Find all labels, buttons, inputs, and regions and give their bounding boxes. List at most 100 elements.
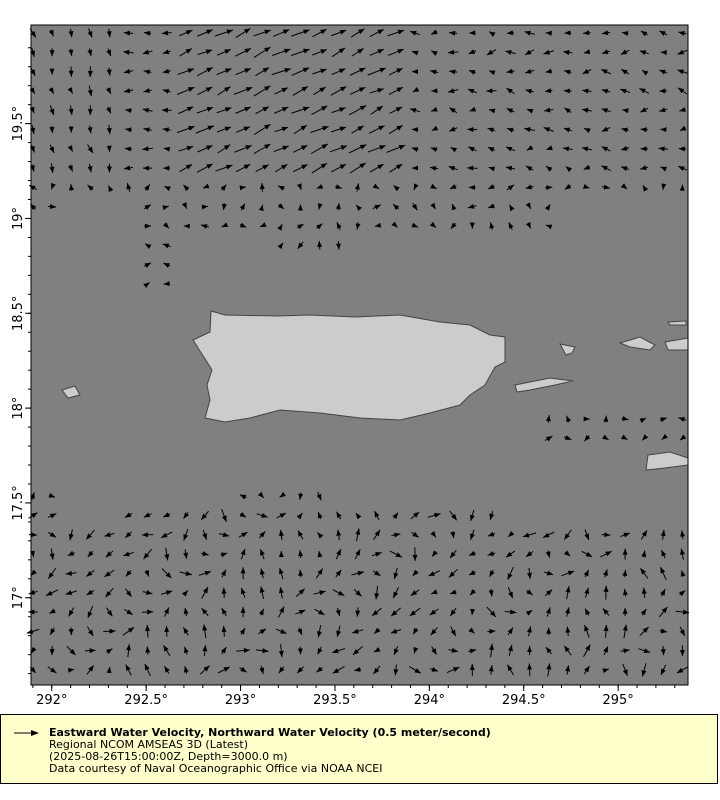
velocity-arrow: [390, 628, 402, 634]
velocity-arrow: [274, 106, 289, 114]
velocity-arrow: [370, 105, 384, 115]
velocity-arrow: [372, 183, 380, 190]
velocity-arrow: [235, 126, 251, 133]
velocity-arrow: [487, 146, 496, 152]
velocity-arrow: [253, 143, 271, 155]
velocity-arrow: [526, 589, 533, 596]
velocity-arrow: [298, 492, 304, 500]
velocity-arrow: [524, 68, 535, 74]
velocity-arrow: [489, 643, 494, 658]
velocity-arrow: [197, 145, 213, 153]
velocity-arrow: [298, 550, 304, 559]
velocity-arrow: [411, 165, 419, 171]
velocity-arrow: [87, 163, 93, 173]
velocity-arrow: [105, 648, 113, 655]
velocity-arrow: [506, 87, 515, 95]
velocity-arrow: [220, 184, 227, 191]
velocity-arrow: [563, 127, 573, 133]
velocity-arrow: [409, 607, 421, 617]
velocity-arrow: [429, 608, 439, 616]
velocity-arrow: [603, 624, 609, 638]
velocity-arrow: [582, 88, 592, 94]
velocity-arrow: [202, 645, 208, 657]
velocity-arrow: [49, 68, 55, 75]
velocity-arrow: [468, 627, 475, 634]
velocity-arrow: [620, 88, 631, 94]
velocity-arrow: [525, 184, 534, 190]
velocity-arrow: [196, 29, 213, 37]
velocity-arrow: [184, 646, 189, 655]
land-puerto-rico: [192, 310, 506, 423]
velocity-arrow: [469, 664, 475, 676]
velocity-arrow: [467, 88, 477, 94]
velocity-arrow: [179, 571, 193, 576]
velocity-arrow: [258, 608, 265, 616]
x-tick-label: 294.5°: [502, 693, 546, 708]
velocity-arrow: [106, 106, 112, 114]
velocity-arrow: [87, 550, 94, 558]
velocity-arrow: [676, 666, 689, 674]
velocity-arrow: [257, 491, 265, 499]
velocity-arrow: [413, 647, 419, 654]
velocity-arrow: [621, 31, 629, 36]
legend-title: Eastward Water Velocity, Northward Water…: [49, 726, 491, 739]
velocity-arrow: [563, 50, 573, 55]
velocity-arrow: [295, 609, 306, 615]
velocity-arrow: [508, 204, 515, 212]
velocity-arrow: [680, 570, 686, 577]
velocity-arrow: [392, 512, 399, 519]
velocity-arrow: [336, 511, 342, 520]
velocity-arrow: [68, 126, 74, 133]
velocity-arrow: [336, 222, 342, 230]
velocity-arrow: [348, 105, 367, 116]
velocity-arrow: [526, 108, 534, 114]
velocity-arrow: [49, 48, 55, 57]
velocity-arrow: [526, 626, 532, 637]
velocity-arrow: [68, 607, 75, 617]
velocity-arrow: [545, 68, 552, 74]
velocity-arrow: [48, 29, 54, 37]
velocity-arrow: [163, 644, 171, 657]
velocity-arrow: [49, 163, 55, 174]
velocity-arrow: [352, 628, 364, 634]
velocity-arrow: [67, 87, 74, 94]
velocity-arrow: [393, 567, 399, 580]
velocity-arrow: [564, 30, 572, 36]
velocity-arrow: [216, 107, 232, 114]
velocity-arrow: [125, 588, 132, 598]
velocity-arrow: [678, 30, 687, 36]
velocity-arrow: [546, 663, 552, 677]
velocity-arrow: [639, 50, 649, 56]
velocity-arrow: [125, 664, 132, 676]
velocity-arrow: [296, 666, 305, 674]
velocity-arrow: [412, 569, 419, 577]
velocity-arrow: [351, 125, 365, 134]
velocity-arrow: [298, 569, 304, 578]
velocity-arrow: [49, 125, 55, 134]
velocity-arrow: [183, 607, 189, 617]
velocity-arrow: [125, 127, 132, 133]
velocity-arrow: [143, 88, 152, 93]
velocity-arrow: [601, 146, 611, 152]
velocity-arrow: [430, 147, 438, 152]
velocity-arrow: [103, 628, 116, 634]
velocity-arrow: [507, 566, 514, 580]
velocity-arrow: [317, 203, 323, 210]
x-tick-label: 295°: [602, 693, 633, 708]
velocity-arrow: [430, 589, 438, 595]
land-culebra: [559, 343, 576, 356]
velocity-arrow: [387, 29, 405, 37]
velocity-arrow: [446, 666, 460, 674]
velocity-arrow: [487, 127, 496, 133]
velocity-arrow: [563, 435, 572, 441]
velocity-arrow: [105, 87, 112, 95]
velocity-arrow: [372, 204, 382, 210]
velocity-arrow: [106, 67, 112, 76]
land-tortola: [667, 320, 687, 326]
velocity-arrow: [87, 125, 93, 134]
velocity-arrow: [143, 281, 150, 289]
velocity-arrow: [602, 434, 609, 441]
velocity-arrow: [239, 666, 247, 673]
velocity-arrow: [221, 625, 227, 637]
velocity-arrow: [28, 532, 38, 538]
